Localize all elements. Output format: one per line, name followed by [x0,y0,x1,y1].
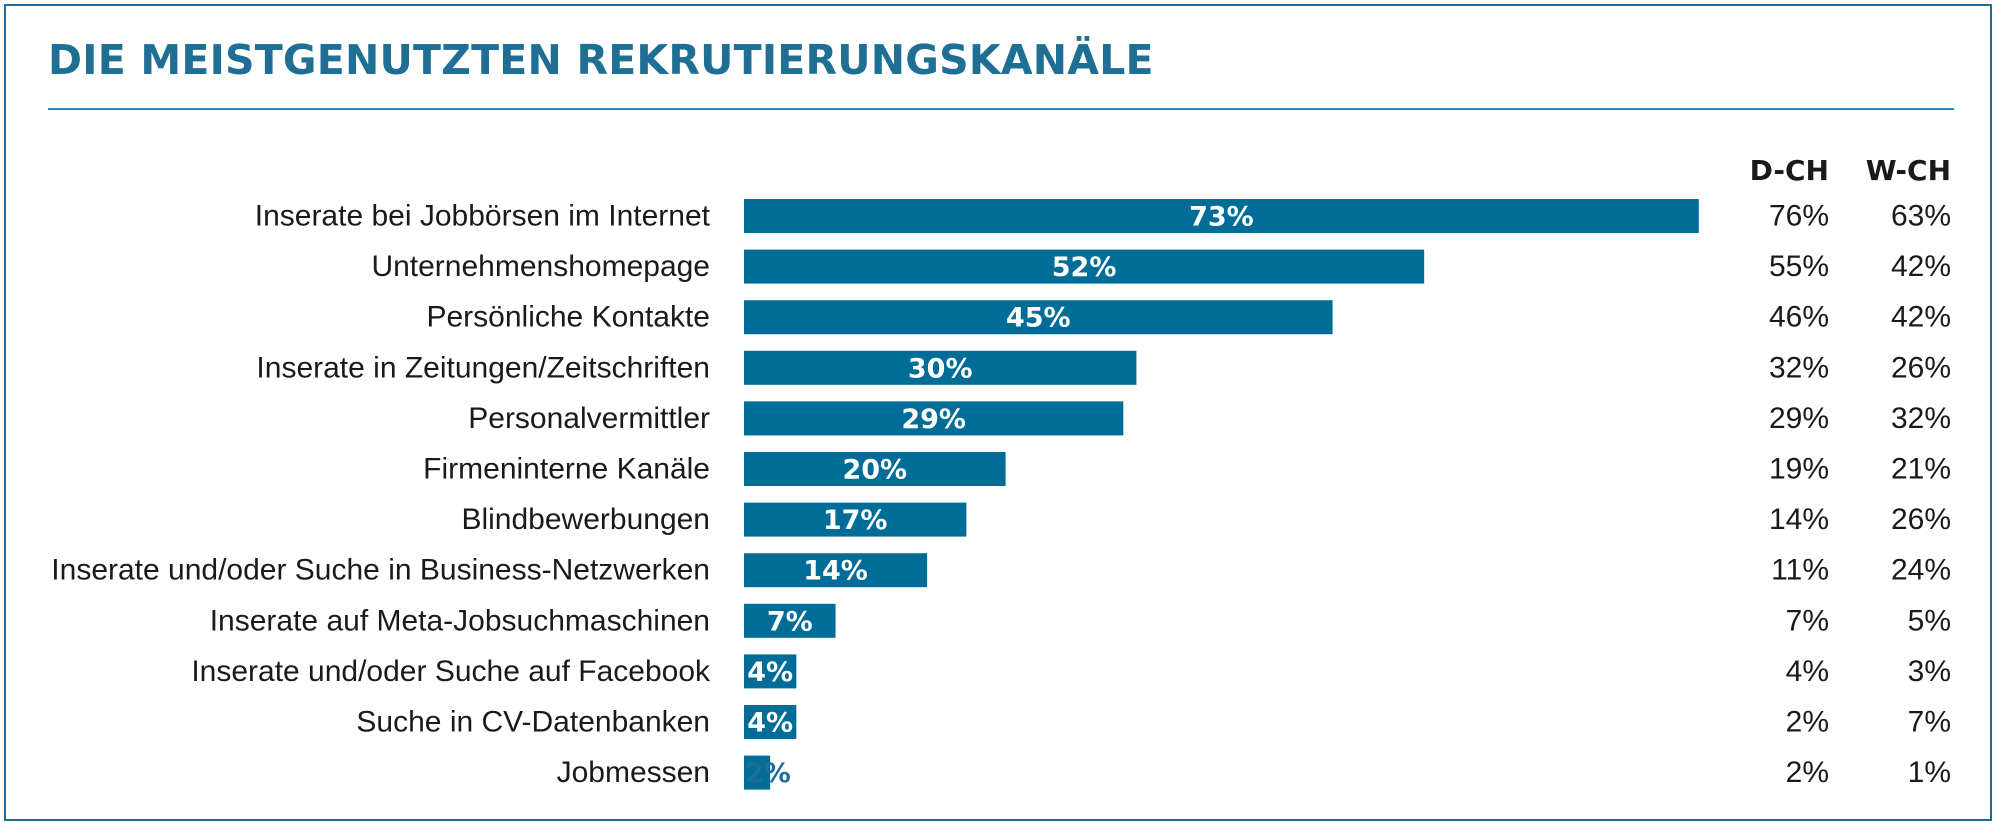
bar-value-label: 7% [767,606,813,637]
bar-value-label: 29% [901,404,966,435]
category-label: Firmeninterne Kanäle [423,453,710,486]
bar-value-label: 45% [1006,303,1071,334]
bar-value-label: 30% [908,353,973,384]
column-value-1: 32% [1769,351,1829,384]
column-value-2: 7% [1908,706,1951,739]
chart-frame [4,4,1992,821]
column-value-2: 32% [1891,402,1951,435]
bar-value-label: 4% [747,657,793,688]
bar [744,199,1699,233]
column-value-1: 19% [1769,453,1829,486]
column-header-1: D-CH [1750,154,1829,187]
column-value-1: 55% [1769,250,1829,283]
category-label: Inserate bei Jobbörsen im Internet [255,200,711,233]
column-value-1: 2% [1786,756,1829,789]
bar [744,603,836,638]
column-value-1: 29% [1769,402,1829,435]
column-value-1: 76% [1769,200,1829,233]
category-label: Unternehmenshomepage [371,250,710,283]
column-value-1: 11% [1771,554,1829,587]
bar [744,705,797,739]
bar-value-label: 4% [747,708,793,739]
category-label: Persönliche Kontakte [426,301,710,334]
category-label: Inserate und/oder Suche auf Facebook [191,655,711,688]
column-value-2: 26% [1891,351,1951,384]
column-value-1: 2% [1786,706,1829,739]
bar [744,654,797,689]
category-label: Blindbewerbungen [461,503,710,536]
bar [744,502,967,537]
bar [744,300,1333,335]
bar-value-label: 2% [745,758,791,789]
bar [744,350,1137,385]
bar [744,452,1006,486]
category-label: Inserate auf Meta-Jobsuchmaschinen [210,604,710,637]
chart-title: DIE MEISTGENUTZTEN REKRUTIERUNGSKANÄLE [48,36,1154,84]
column-value-1: 7% [1786,604,1829,637]
column-value-2: 26% [1891,503,1951,536]
bar [744,401,1124,436]
category-label: Suche in CV-Datenbanken [356,706,710,739]
title-rule [48,108,1954,110]
column-value-1: 46% [1769,301,1829,334]
category-label: Jobmessen [557,756,710,789]
bar [744,755,771,790]
column-value-1: 4% [1786,655,1829,688]
column-value-2: 3% [1908,655,1951,688]
column-value-2: 21% [1891,453,1951,486]
column-value-1: 14% [1769,503,1829,536]
column-value-2: 63% [1891,200,1951,233]
bar-value-label: 73% [1189,202,1254,233]
column-value-2: 42% [1891,250,1951,283]
bar-value-label: 20% [842,455,907,486]
bar [744,553,928,588]
column-value-2: 24% [1891,554,1951,587]
category-label: Inserate in Zeitungen/Zeitschriften [256,351,710,384]
category-label: Personalvermittler [468,402,710,435]
bar-value-label: 14% [803,556,868,587]
column-value-2: 42% [1891,301,1951,334]
bar-value-label: 17% [823,505,888,536]
column-value-2: 5% [1908,604,1951,637]
bar-value-label: 52% [1052,252,1117,283]
column-header-2: W-CH [1866,154,1951,187]
category-label: Inserate und/oder Suche in Business-Netz… [51,554,710,587]
column-value-2: 1% [1908,756,1951,789]
bar [744,249,1425,284]
